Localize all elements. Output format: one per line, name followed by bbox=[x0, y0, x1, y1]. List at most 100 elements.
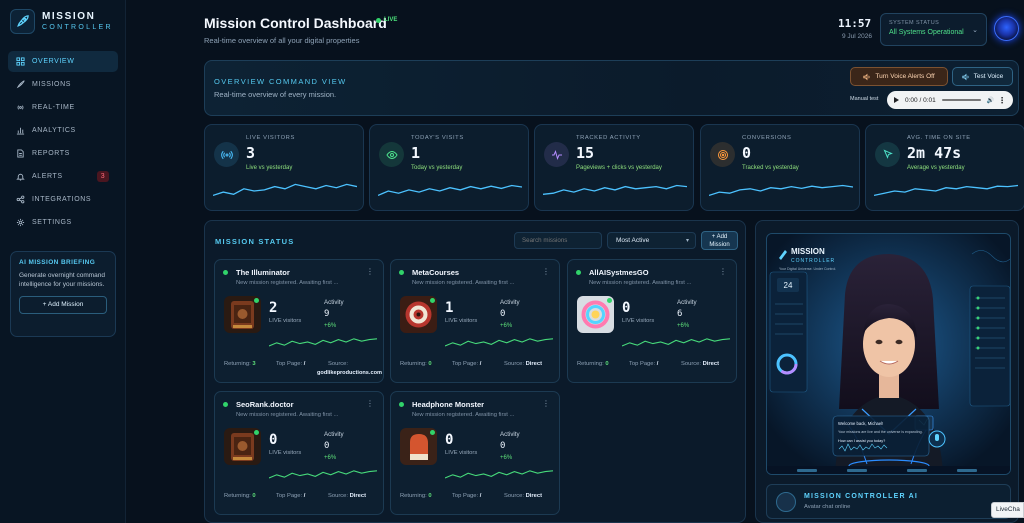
source-stat: Source: Direct bbox=[504, 361, 542, 367]
mission-name[interactable]: AllAISystmesGO bbox=[589, 268, 649, 277]
sidebar-item-integrations[interactable]: INTEGRATIONS bbox=[8, 189, 118, 210]
top-page-label: Top Page: bbox=[276, 493, 303, 499]
system-status-label: SYSTEM STATUS bbox=[889, 20, 940, 26]
broadcast-icon bbox=[17, 105, 24, 110]
returning-stat: Returning: 3 bbox=[224, 361, 256, 367]
stat-subtitle: Average vs yesterday bbox=[907, 165, 965, 171]
gear-icon bbox=[16, 218, 25, 227]
live-visitors-value: 1 bbox=[445, 300, 454, 316]
sidebar-item-missions[interactable]: MISSIONS bbox=[8, 74, 118, 95]
top-page-stat: Top Page: / bbox=[452, 493, 481, 499]
mission-card[interactable]: MetaCourses New mission registered. Await… bbox=[390, 259, 560, 383]
top-page-value: / bbox=[656, 361, 659, 367]
mission-card[interactable]: The Illuminator New mission registered. A… bbox=[214, 259, 384, 383]
activity-delta: +6% bbox=[500, 455, 513, 461]
audio-progress-track[interactable] bbox=[941, 99, 981, 101]
sparkline-path bbox=[622, 338, 730, 347]
stat-card-today-s-visits: TODAY'S VISITS 1 Today vs yesterday bbox=[369, 124, 529, 211]
stat-sparkline bbox=[378, 184, 522, 196]
brand[interactable]: MISSION CONTROLLER bbox=[10, 9, 113, 34]
stat-card-tracked-activity: TRACKED ACTIVITY 15 Pageviews + clicks vs … bbox=[534, 124, 694, 211]
mission-name[interactable]: Headphone Monster bbox=[412, 400, 485, 409]
live-dot-icon bbox=[376, 17, 381, 23]
sidebar-item-label: MISSIONS bbox=[32, 81, 72, 88]
link-icon bbox=[16, 195, 25, 204]
live-visitors-value: 0 bbox=[445, 432, 454, 448]
sidebar: MISSION CONTROLLER OVERVIEW MISSIONS REA… bbox=[0, 0, 126, 523]
ai-chat-footer[interactable]: MISSION CONTROLLER AI Avatar chat online bbox=[766, 484, 1011, 519]
mission-name[interactable]: MetaCourses bbox=[412, 268, 460, 277]
source-stat: Source: Direct bbox=[681, 361, 719, 367]
more-options-icon[interactable]: ⋮ bbox=[542, 399, 550, 408]
user-orb-avatar[interactable] bbox=[994, 16, 1019, 41]
system-status-dropdown[interactable]: SYSTEM STATUS All Systems Operational ⌄ bbox=[880, 13, 987, 46]
sidebar-item-label: OVERVIEW bbox=[32, 58, 75, 65]
returning-value: 0 bbox=[428, 493, 432, 499]
search-missions-input[interactable] bbox=[514, 232, 602, 249]
ai-mission-briefing: AI MISSION BRIEFING Generate overnight c… bbox=[10, 251, 116, 337]
briefing-add-mission-button[interactable]: + Add Mission bbox=[19, 296, 107, 314]
briefing-title: AI MISSION BRIEFING bbox=[19, 259, 96, 266]
stat-label: CONVERSIONS bbox=[742, 135, 792, 141]
more-options-icon[interactable]: ⋮ bbox=[719, 267, 727, 276]
sidebar-item-label: INTEGRATIONS bbox=[32, 196, 92, 203]
chevron-down-icon: ⌄ bbox=[972, 27, 978, 34]
stat-label: TRACKED ACTIVITY bbox=[576, 135, 641, 141]
live-visitors-value: 0 bbox=[622, 300, 631, 316]
source-label: Source: bbox=[504, 361, 524, 367]
mission-name[interactable]: The Illuminator bbox=[236, 268, 290, 277]
play-icon[interactable] bbox=[894, 97, 899, 103]
brand-subtitle: CONTROLLER bbox=[42, 23, 113, 31]
screen-tagline: Your Digital Universe. Under Control. bbox=[779, 267, 836, 271]
mission-card[interactable]: SeoRank.doctor New mission registered. Aw… bbox=[214, 391, 384, 515]
ai-avatar-screen[interactable]: 24 MISSION CONTROLLER Your Digital Univ bbox=[766, 233, 1011, 475]
sidebar-item-analytics[interactable]: ANALYTICS bbox=[8, 120, 118, 141]
mission-card[interactable]: AllAISystmesGO New mission registered. Aw… bbox=[567, 259, 737, 383]
mission-name[interactable]: SeoRank.doctor bbox=[236, 400, 294, 409]
source-label: Source: bbox=[328, 493, 348, 499]
sparkline-path bbox=[269, 470, 377, 479]
sidebar-item-alerts[interactable]: ALERTS 3 bbox=[8, 166, 118, 187]
more-options-icon[interactable]: ⋮ bbox=[366, 399, 374, 408]
sidebar-item-reports[interactable]: REPORTS bbox=[8, 143, 118, 164]
mission-sparkline bbox=[269, 338, 377, 347]
sort-select[interactable]: Most Active ▾ bbox=[607, 232, 696, 249]
live-visitors-label: LIVE visitors bbox=[445, 450, 478, 456]
top-page-value: / bbox=[303, 361, 306, 367]
livechat-tab[interactable]: LiveCha bbox=[991, 502, 1024, 518]
returning-stat: Returning: 0 bbox=[400, 361, 432, 367]
turn-voice-alerts-off-button[interactable]: Turn Voice Alerts Off bbox=[850, 67, 948, 86]
add-mission-button[interactable]: + Add Mission bbox=[701, 231, 738, 250]
source-stat: Source: Direct bbox=[328, 493, 366, 499]
sparkline-path bbox=[378, 184, 522, 196]
test-voice-label: Test Voice bbox=[973, 73, 1004, 80]
chevron-down-icon: ▾ bbox=[685, 238, 689, 244]
mission-description: New mission registered. Awaiting first .… bbox=[589, 280, 692, 286]
audio-player: 0:00 / 0:01 🔊 ⋮ bbox=[887, 91, 1013, 109]
test-voice-button[interactable]: Test Voice bbox=[952, 67, 1013, 86]
stat-card-conversions: CONVERSIONS 0 Tracked vs yesterday bbox=[700, 124, 860, 211]
more-options-icon[interactable]: ⋮ bbox=[998, 95, 1006, 105]
sidebar-item-real-time[interactable]: REAL-TIME bbox=[8, 97, 118, 118]
live-visitors-value: 0 bbox=[269, 432, 278, 448]
sidebar-item-settings[interactable]: SETTINGS bbox=[8, 212, 118, 233]
speaker-icon bbox=[863, 73, 870, 80]
volume-icon[interactable]: 🔊 bbox=[986, 97, 994, 104]
online-dot-icon bbox=[430, 430, 435, 435]
mission-description: New mission registered. Awaiting first .… bbox=[236, 280, 339, 286]
more-options-icon[interactable]: ⋮ bbox=[366, 267, 374, 276]
manual-test-label: Manual test bbox=[850, 96, 879, 102]
top-page-value: / bbox=[479, 493, 482, 499]
top-page-value: / bbox=[479, 361, 482, 367]
more-options-icon[interactable]: ⋮ bbox=[542, 267, 550, 276]
status-dot-icon bbox=[399, 270, 404, 275]
sidebar-item-overview[interactable]: OVERVIEW bbox=[8, 51, 118, 72]
mission-sparkline bbox=[269, 470, 377, 479]
stat-sparkline bbox=[709, 184, 853, 197]
online-dot-icon bbox=[430, 298, 435, 303]
ai-title: MISSION CONTROLLER AI bbox=[804, 493, 918, 500]
audio-time: 0:00 / 0:01 bbox=[905, 96, 936, 104]
mission-card[interactable]: Headphone Monster New mission registered.… bbox=[390, 391, 560, 515]
mission-description: New mission registered. Awaiting first .… bbox=[236, 412, 339, 418]
screen-brand: MISSION CONTROLLER Your Digital Universe… bbox=[779, 247, 836, 271]
